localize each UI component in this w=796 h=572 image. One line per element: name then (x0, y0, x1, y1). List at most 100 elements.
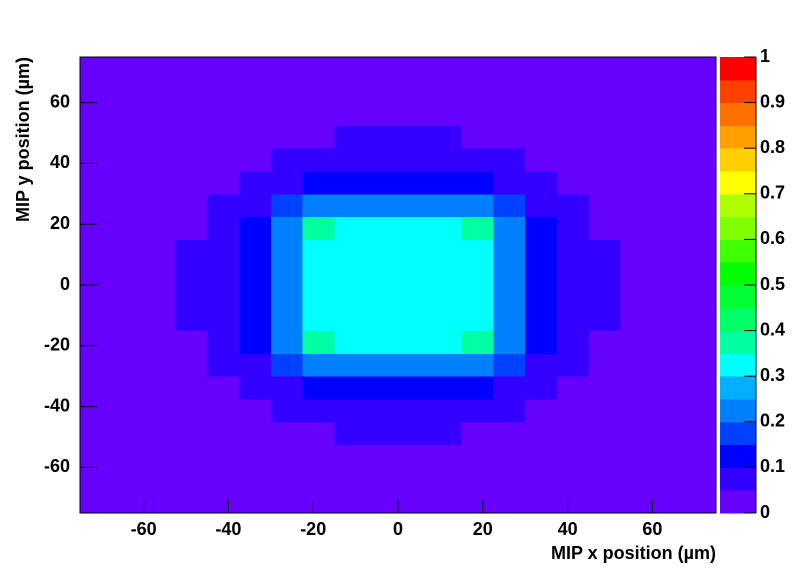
heatmap-cell (80, 421, 113, 446)
heatmap-cell (588, 444, 622, 468)
heatmap-cell (493, 376, 526, 400)
heatmap-cell (588, 262, 622, 286)
heatmap-cell (334, 171, 367, 195)
heatmap-cell (302, 376, 335, 400)
heatmap-cell (684, 148, 717, 172)
heatmap-cell (302, 79, 335, 104)
heatmap-cell (239, 148, 272, 172)
heatmap-cell (461, 193, 494, 218)
heatmap-cell (239, 330, 272, 354)
heatmap-cell (461, 148, 494, 172)
heatmap-cell (207, 216, 240, 240)
colorbar-level (720, 102, 756, 126)
heatmap-cell (143, 399, 176, 423)
heatmap-cell (429, 57, 463, 81)
heatmap-cell (557, 102, 590, 126)
heatmap-cell (207, 307, 240, 332)
heatmap-cell (493, 239, 526, 263)
heatmap-cell (461, 79, 494, 104)
y-tick-label: -40 (44, 395, 70, 415)
heatmap-cell (143, 262, 176, 286)
heatmap-cell (461, 490, 494, 514)
heatmap-cell (684, 125, 717, 149)
heatmap-cell (175, 307, 208, 332)
heatmap-cell (207, 148, 240, 172)
heatmap-cell (175, 330, 208, 354)
colorbar-tick-label: 0.8 (760, 137, 785, 157)
heatmap-cell (620, 79, 653, 104)
heatmap-cell (525, 467, 558, 491)
heatmap-cell (302, 421, 335, 446)
colorbar-tick-label: 0.2 (760, 411, 785, 431)
heatmap-cell (525, 353, 558, 377)
x-tick-label: -40 (215, 519, 241, 539)
heatmap-cell (334, 399, 367, 423)
heatmap-cell (239, 57, 272, 81)
y-tick-label: 20 (50, 213, 70, 233)
heatmap-cell (334, 444, 367, 468)
heatmap-cell (334, 467, 367, 491)
colorbar-level (720, 171, 756, 195)
heatmap-cell (684, 376, 717, 400)
heatmap-cell (111, 57, 145, 81)
heatmap-cell (366, 125, 399, 149)
heatmap-cell (80, 307, 113, 332)
heatmap-cell (620, 262, 653, 286)
heatmap-cell (684, 262, 717, 286)
heatmap-cell (80, 444, 113, 468)
colorbar-level (720, 307, 756, 332)
heatmap-cell (525, 57, 558, 81)
heatmap-cell (525, 490, 558, 514)
heatmap-cell (143, 171, 176, 195)
heatmap-cell (684, 239, 717, 263)
heatmap-cell (175, 239, 208, 263)
heatmap-cell (557, 399, 590, 423)
heatmap-cell (302, 262, 335, 286)
colorbar-level (720, 399, 756, 423)
heatmap-cell (175, 399, 208, 423)
heatmap-cell (175, 376, 208, 400)
heatmap-cell (525, 125, 558, 149)
heatmap-cell (652, 421, 685, 446)
colorbar-level (720, 353, 756, 377)
heatmap-cell (525, 330, 558, 354)
heatmap-cell (398, 376, 431, 400)
heatmap-cell (398, 193, 431, 218)
heatmap-cell (80, 148, 113, 172)
heatmap-cell (398, 399, 431, 423)
colorbar-level (720, 79, 756, 104)
heatmap-cell (652, 490, 685, 514)
heatmap-cell (366, 353, 399, 377)
heatmap-cell (461, 216, 494, 240)
heatmap-cell (334, 79, 367, 104)
heatmap-cell (557, 125, 590, 149)
heatmap-cell (429, 216, 463, 240)
heatmap-cell (334, 490, 367, 514)
y-tick-label: 60 (50, 91, 70, 111)
heatmap-cell (525, 102, 558, 126)
heatmap-cell (557, 376, 590, 400)
heatmap-cell (588, 79, 622, 104)
heatmap-cell (620, 148, 653, 172)
heatmap-cell (366, 148, 399, 172)
heatmap-cell (207, 125, 240, 149)
heatmap-cell (143, 216, 176, 240)
heatmap-cell (207, 239, 240, 263)
heatmap-cell (111, 467, 145, 491)
heatmap-cell (461, 102, 494, 126)
heatmap-cell (620, 353, 653, 377)
heatmap-cell (652, 399, 685, 423)
heatmap-cell (557, 57, 590, 81)
heatmap-cell (461, 399, 494, 423)
heatmap-cell (111, 421, 145, 446)
heatmap-cell (366, 262, 399, 286)
heatmap-cell (493, 262, 526, 286)
heatmap-cell (239, 193, 272, 218)
heatmap-cell (620, 102, 653, 126)
heatmap-cell (207, 57, 240, 81)
heatmap-cell (366, 444, 399, 468)
heatmap-cell (239, 125, 272, 149)
heatmap-cell (493, 353, 526, 377)
heatmap-cell (429, 307, 463, 332)
colorbar-level (720, 421, 756, 446)
